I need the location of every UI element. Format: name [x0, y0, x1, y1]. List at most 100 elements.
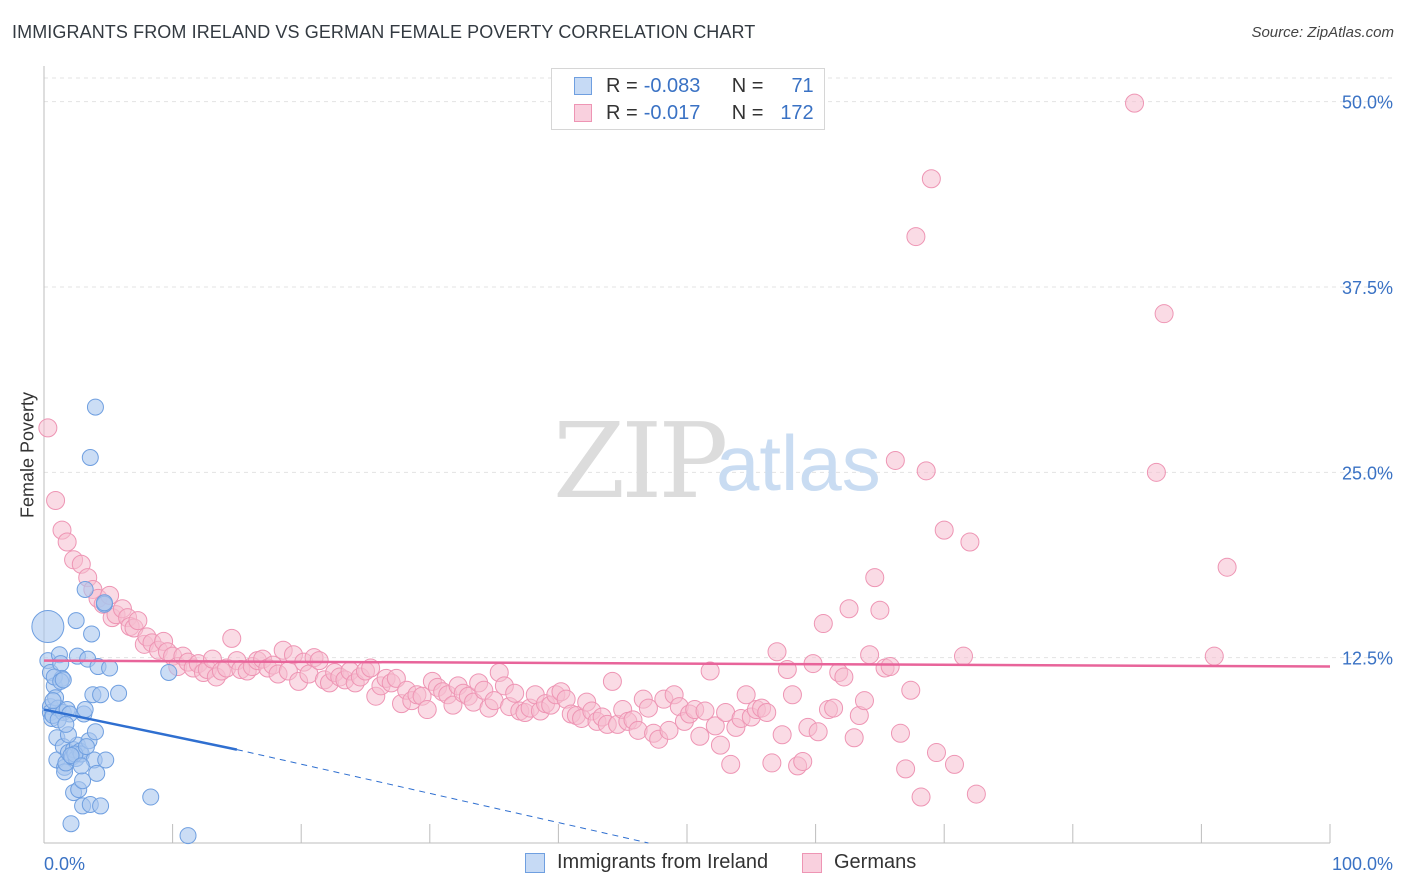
data-point-ireland	[67, 612, 85, 630]
data-point-germans	[906, 227, 926, 247]
data-point-germans	[854, 691, 874, 711]
data-point-germans	[721, 754, 741, 774]
trend-line-ireland-dashed	[236, 749, 649, 844]
data-point-ireland	[86, 723, 104, 741]
data-point-germans	[700, 661, 720, 681]
x-tick-label: 100.0%	[1332, 854, 1393, 874]
data-point-germans	[890, 723, 910, 743]
legend-swatch-blue	[574, 77, 592, 95]
legend-row-germans: R = -0.017 N = 172	[574, 100, 814, 126]
data-point-ireland	[97, 751, 115, 769]
data-point-germans	[361, 658, 381, 678]
r-label: R =	[606, 74, 638, 97]
data-point-ireland	[142, 788, 160, 806]
legend-swatch-blue	[525, 852, 545, 873]
data-point-germans	[793, 751, 813, 771]
y-tick-label: 25.0%	[1342, 463, 1393, 483]
legend-swatch-pink	[574, 104, 592, 122]
data-point-germans	[953, 646, 973, 666]
data-point-germans	[944, 754, 964, 774]
data-point-germans	[628, 720, 648, 740]
trend-line-germans	[43, 659, 1331, 668]
legend-item-ireland[interactable]: Immigrants from Ireland	[525, 851, 768, 874]
data-point-germans	[710, 735, 730, 755]
data-point-germans	[772, 725, 792, 745]
data-point-germans	[839, 599, 859, 619]
data-point-ireland	[72, 757, 90, 775]
data-point-ireland	[62, 815, 80, 833]
data-point-ireland	[44, 692, 62, 710]
data-point-germans	[813, 614, 833, 634]
data-point-ireland	[92, 797, 110, 815]
data-point-ireland	[54, 671, 72, 689]
n-label: N =	[731, 74, 764, 97]
data-point-germans	[865, 568, 885, 588]
data-point-germans	[736, 685, 756, 705]
legend-label-ireland: Immigrants from Ireland	[557, 851, 769, 873]
stats-legend: R = -0.083 N = 71 R = -0.017 N = 172	[551, 68, 825, 130]
data-point-germans	[844, 728, 864, 748]
data-point-ireland	[86, 398, 104, 416]
data-point-ireland	[101, 659, 119, 677]
data-point-germans	[824, 698, 844, 718]
data-point-germans	[911, 787, 931, 807]
data-point-germans	[417, 700, 437, 720]
data-point-ireland	[74, 772, 92, 790]
data-point-germans	[638, 698, 658, 718]
watermark-atlas: atlas	[716, 419, 881, 507]
data-point-germans	[916, 461, 936, 481]
data-point-ireland	[92, 686, 110, 704]
n-value: 71	[791, 74, 814, 97]
data-point-germans	[690, 726, 710, 746]
data-point-germans	[1125, 93, 1145, 113]
y-tick-label: 12.5%	[1342, 649, 1393, 669]
data-point-germans	[966, 784, 986, 804]
data-point-germans	[901, 680, 921, 700]
legend-item-germans[interactable]: Germans	[802, 851, 916, 874]
trend-lines	[236, 749, 649, 844]
data-point-germans	[834, 667, 854, 687]
y-tick-label: 37.5%	[1342, 278, 1393, 298]
data-point-germans	[505, 683, 525, 703]
y-tick-label: 50.0%	[1342, 93, 1393, 113]
r-value: -0.083	[643, 74, 701, 97]
data-point-ireland	[110, 684, 128, 702]
n-label: N =	[731, 101, 764, 124]
data-point-ireland	[179, 827, 197, 845]
trend-line-ireland	[43, 708, 238, 751]
data-point-germans	[659, 720, 679, 740]
n-value: 172	[780, 101, 814, 124]
data-point-germans	[762, 753, 782, 773]
data-point-germans	[1217, 557, 1237, 577]
data-point-germans	[934, 520, 954, 540]
data-point-germans	[870, 600, 890, 620]
data-point-germans	[880, 657, 900, 677]
data-point-germans	[128, 611, 148, 631]
legend-label-germans: Germans	[834, 851, 917, 873]
watermark-zip: ZIP	[553, 400, 728, 522]
data-point-ireland	[76, 701, 94, 719]
data-point-germans	[926, 743, 946, 763]
data-point-ireland	[83, 625, 101, 643]
data-point-germans	[38, 418, 58, 438]
data-point-ireland	[95, 594, 113, 612]
data-point-germans	[860, 645, 880, 665]
data-point-germans	[705, 716, 725, 736]
data-point-ireland	[77, 738, 95, 756]
legend-row-ireland: R = -0.083 N = 71	[574, 73, 814, 99]
data-point-ireland	[88, 764, 106, 782]
data-point-ireland	[57, 715, 75, 733]
data-point-germans	[767, 642, 787, 662]
data-point-ireland	[31, 610, 65, 644]
data-point-germans	[921, 169, 941, 189]
data-point-germans	[57, 532, 77, 552]
r-value: -0.017	[643, 101, 701, 124]
data-point-germans	[222, 628, 242, 648]
data-point-ireland	[81, 449, 99, 466]
data-point-germans	[602, 671, 622, 691]
r-label: R =	[606, 101, 638, 124]
y-axis-title: Female Poverty	[17, 391, 38, 519]
data-point-germans	[46, 490, 66, 510]
data-point-germans	[960, 532, 980, 552]
data-point-ireland	[62, 747, 80, 765]
